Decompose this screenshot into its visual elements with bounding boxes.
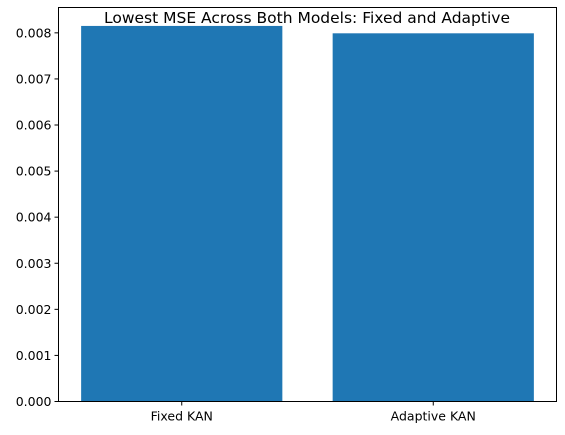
bars-group xyxy=(81,25,534,402)
y-tick-label: 0.007 xyxy=(16,71,52,86)
chart-title: Lowest MSE Across Both Models: Fixed and… xyxy=(104,9,510,27)
bar-fixed-kan xyxy=(81,25,283,402)
y-tick-label: 0.000 xyxy=(16,394,52,409)
y-tick-label: 0.004 xyxy=(16,210,52,225)
y-tick-label: 0.008 xyxy=(16,25,52,40)
bar-adaptive-kan xyxy=(332,33,534,402)
y-axis: 0.000 0.001 0.002 0.003 0.004 0.005 0.006 0.007… xyxy=(16,25,59,409)
y-tick-label: 0.006 xyxy=(16,118,52,133)
x-tick-label: Adaptive KAN xyxy=(391,409,476,424)
x-axis: Fixed KAN Adaptive KAN xyxy=(151,401,476,424)
y-tick-label: 0.002 xyxy=(16,302,52,317)
plot-frame xyxy=(58,7,557,402)
x-tick-label: Fixed KAN xyxy=(151,409,213,424)
y-tick-label: 0.001 xyxy=(16,348,52,363)
y-tick-label: 0.003 xyxy=(16,256,52,271)
y-tick-label: 0.005 xyxy=(16,164,52,179)
